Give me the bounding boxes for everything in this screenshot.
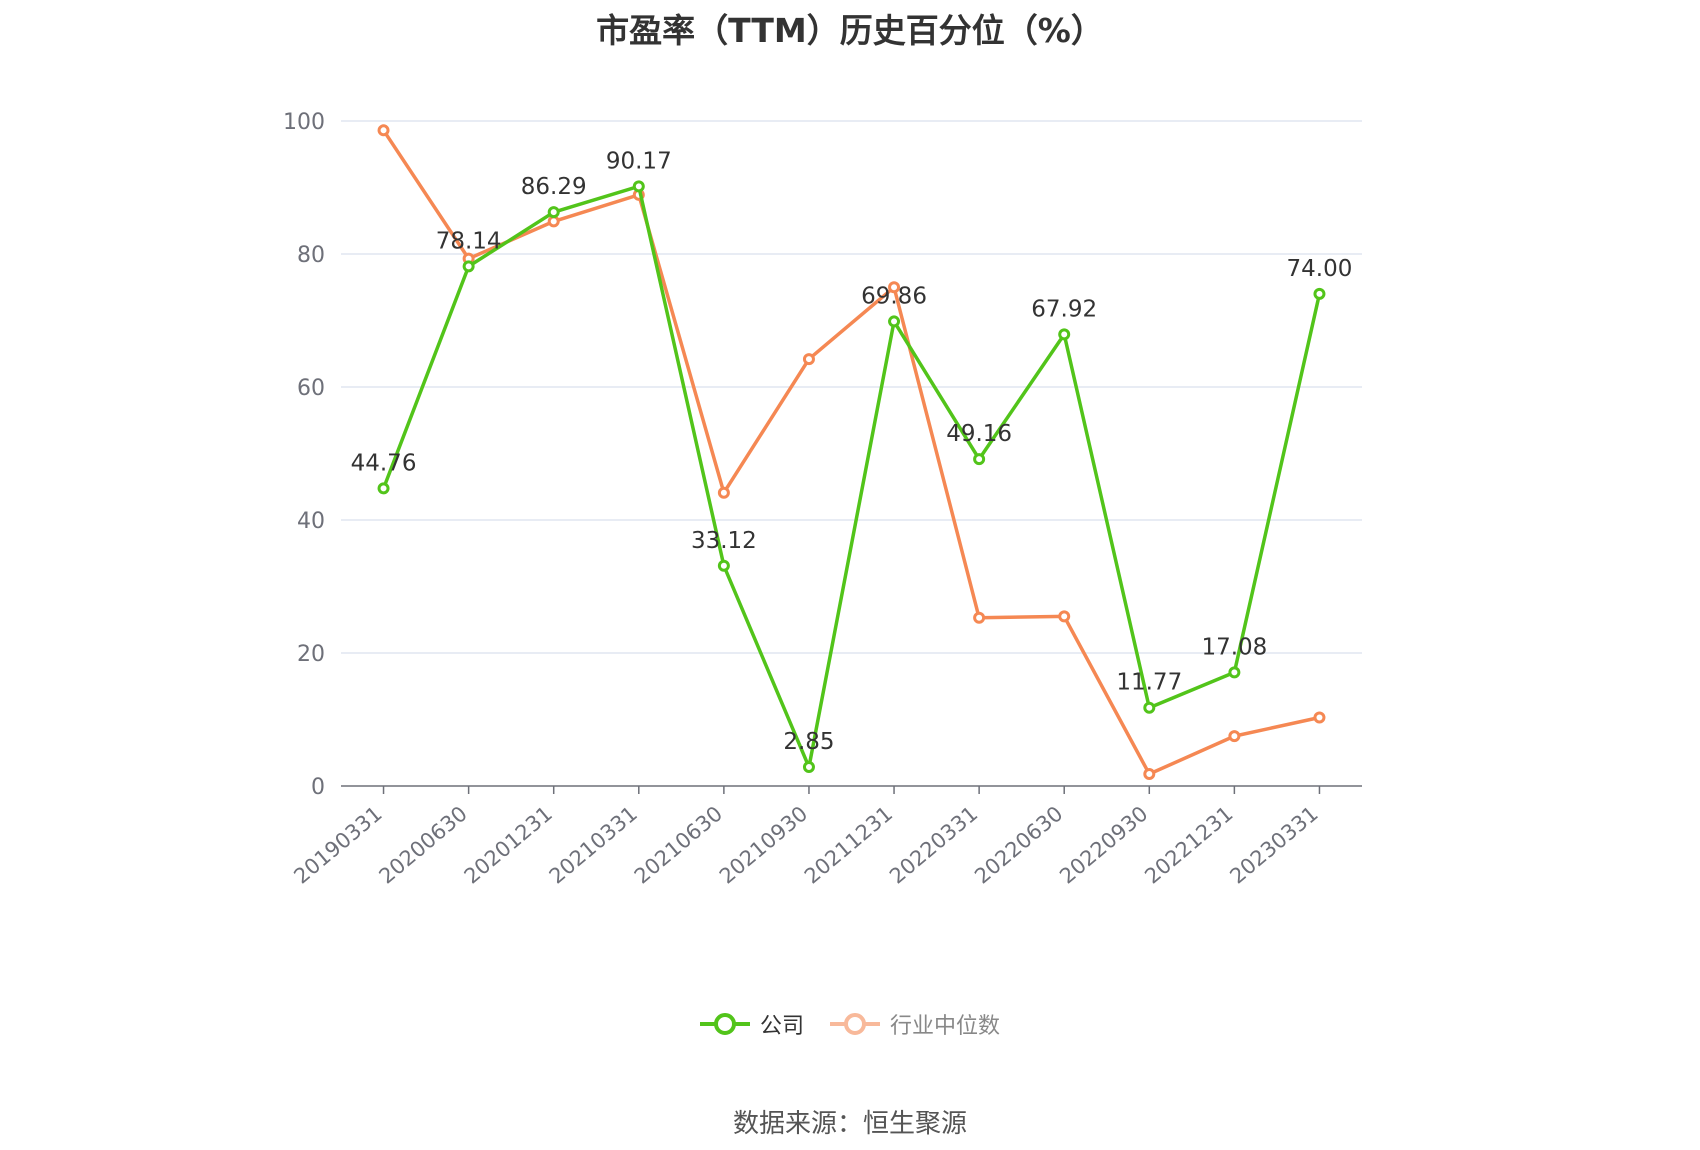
x-tick-label: 20220630 bbox=[970, 801, 1067, 888]
legend-label-company: 公司 bbox=[759, 1014, 804, 1039]
data-point-company bbox=[377, 482, 390, 495]
data-point-industry bbox=[717, 486, 730, 499]
series-line-industry bbox=[382, 129, 1320, 776]
y-tick-label: 60 bbox=[297, 376, 325, 401]
series bbox=[377, 124, 1326, 781]
data-point-company bbox=[973, 453, 986, 466]
y-tick-label: 20 bbox=[297, 642, 325, 667]
data-label: 90.17 bbox=[606, 148, 672, 174]
data-label: 74.00 bbox=[1287, 256, 1353, 282]
data-label: 86.29 bbox=[521, 174, 587, 200]
data-point-industry bbox=[1228, 730, 1241, 743]
data-label: 33.12 bbox=[691, 528, 757, 554]
x-tick-label: 20210630 bbox=[630, 801, 727, 888]
data-labels: 44.76 78.14 86.29 90.17 33.12 2.85 69.86 49.16 6… bbox=[351, 148, 1353, 755]
data-point-company bbox=[462, 260, 475, 273]
data-point-industry bbox=[973, 611, 986, 624]
legend-item-industry[interactable]: 行业中位数 bbox=[830, 1008, 1000, 1040]
data-label: 17.08 bbox=[1201, 634, 1267, 660]
data-point-company bbox=[1143, 701, 1156, 714]
chart-title: 市盈率（TTM）历史百分位（%） bbox=[596, 11, 1104, 50]
x-tick-label: 20221231 bbox=[1140, 801, 1237, 888]
legend: 公司 行业中位数 bbox=[0, 1008, 1700, 1040]
legend-company-icon bbox=[699, 1013, 750, 1035]
data-point-industry bbox=[1143, 768, 1156, 781]
data-point-company bbox=[1313, 287, 1326, 300]
data-point-company bbox=[802, 761, 815, 774]
data-point-company bbox=[632, 180, 645, 193]
grid-lines bbox=[341, 120, 1362, 654]
data-label: 49.16 bbox=[946, 421, 1012, 447]
data-point-industry bbox=[1313, 711, 1326, 724]
x-tick-label: 20230331 bbox=[1225, 801, 1322, 888]
data-point-company bbox=[1058, 328, 1071, 341]
source-note: 数据来源：恒生聚源 bbox=[732, 1109, 967, 1139]
data-label: 69.86 bbox=[861, 283, 927, 309]
data-point-industry bbox=[888, 281, 901, 294]
y-tick-label: 0 bbox=[311, 775, 325, 800]
legend-item-company[interactable]: 公司 bbox=[699, 1008, 804, 1040]
data-point-industry bbox=[547, 215, 560, 228]
y-tick-label: 80 bbox=[297, 243, 325, 268]
x-tick-label: 20211231 bbox=[800, 801, 897, 888]
x-tick-label: 20190331 bbox=[289, 801, 386, 888]
x-tick-label: 20220331 bbox=[885, 801, 982, 888]
data-point-company bbox=[547, 206, 560, 219]
y-tick-label: 100 bbox=[283, 110, 325, 135]
x-tick-label: 20200630 bbox=[375, 801, 472, 888]
data-label: 2.85 bbox=[783, 729, 834, 755]
data-point-company bbox=[1228, 666, 1241, 679]
data-point-industry bbox=[802, 353, 815, 366]
data-point-company bbox=[717, 559, 730, 572]
x-tick-label: 20210331 bbox=[545, 801, 642, 888]
data-label: 67.92 bbox=[1031, 296, 1097, 322]
legend-label-industry: 行业中位数 bbox=[890, 1014, 1001, 1039]
data-label: 44.76 bbox=[351, 450, 417, 476]
x-tick-label: 20210930 bbox=[715, 801, 812, 888]
axes: 0204060801002019033120200630202012312021… bbox=[283, 110, 1362, 889]
x-tick-label: 20201231 bbox=[460, 801, 557, 888]
x-tick-label: 20220930 bbox=[1055, 801, 1152, 888]
y-tick-label: 40 bbox=[297, 509, 325, 534]
data-label: 78.14 bbox=[436, 228, 502, 254]
series-line-company bbox=[381, 184, 1322, 769]
data-label: 11.77 bbox=[1116, 670, 1182, 696]
data-point-company bbox=[888, 315, 901, 328]
data-point-industry bbox=[1058, 610, 1071, 623]
legend-industry-icon bbox=[830, 1013, 880, 1035]
data-point-industry bbox=[377, 124, 390, 137]
